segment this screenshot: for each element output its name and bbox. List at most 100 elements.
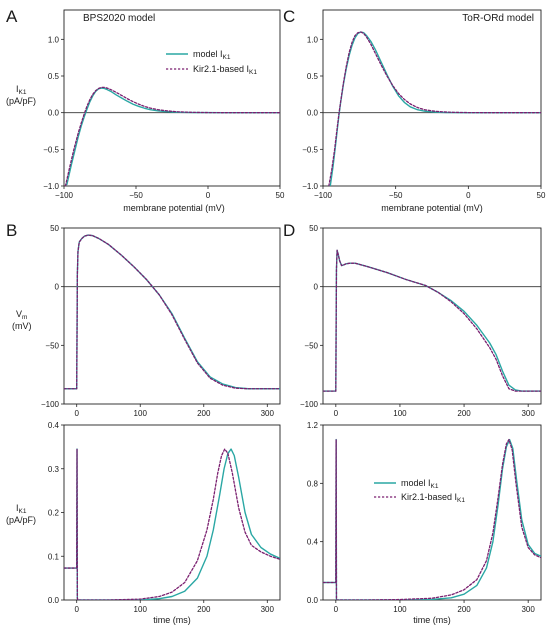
svg-text:IK1: IK1 bbox=[16, 503, 27, 515]
y-tick-label-d-0: −100 bbox=[300, 400, 319, 409]
ylabel-vm: Vm (mV) bbox=[12, 309, 32, 331]
ylabel-ik1-bottom: IK1 (pA/pF) bbox=[6, 503, 36, 525]
kir-series-line-a bbox=[64, 86, 280, 186]
legend-a-model-label: model IK1 bbox=[193, 49, 231, 61]
y-tick-label-b-1: −50 bbox=[45, 341, 59, 350]
svg-text:Vm: Vm bbox=[16, 309, 27, 321]
legend-panel-d2: model IK1 Kir2.1-based IK1 bbox=[374, 478, 465, 504]
x-tick-label-d-0: 0 bbox=[334, 409, 339, 418]
chart-panel-c: −100 −50 0 50 −1.0 −0.5 0.0 0.5 1.0 bbox=[302, 9, 546, 200]
model-series-line-b bbox=[64, 234, 280, 390]
y-tick-label-a-0: −1.0 bbox=[43, 182, 59, 191]
ylabel-ik1b-subscript: K1 bbox=[19, 508, 27, 515]
x-tick-label-d2-3: 300 bbox=[521, 605, 535, 614]
y-tick-label-d-2: 0 bbox=[314, 283, 319, 292]
y-tick-label-d-1: −50 bbox=[304, 341, 318, 350]
x-tick-label-a-3: 50 bbox=[276, 191, 285, 200]
ylabel-ik1-top: IK1 (pA/pF) bbox=[6, 84, 36, 106]
legend-a-kir-label: Kir2.1-based IK1 bbox=[193, 64, 257, 76]
x-tick-label-b2-3: 300 bbox=[261, 605, 275, 614]
y-tick-label-b-3: 50 bbox=[50, 224, 59, 233]
y-tick-label-b2-4: 0.4 bbox=[48, 421, 60, 430]
axes-frame-b2 bbox=[63, 424, 281, 601]
y-tick-label-c-3: 0.5 bbox=[307, 72, 319, 81]
legend-d2-model-label: model IK1 bbox=[401, 478, 439, 490]
x-tick-label-a-2: 0 bbox=[206, 191, 211, 200]
chart-panel-d-ik1: 0 100 200 300 0.0 0.4 0.8 1.2 bbox=[307, 421, 542, 614]
chart-panel-a: −100 −50 0 50 −1.0 −0.5 0.0 0.5 1.0 bbox=[43, 9, 285, 200]
ylabel-vm-unit: (mV) bbox=[12, 321, 32, 331]
axes-frame-d2 bbox=[322, 424, 542, 601]
series-group-d2 bbox=[323, 438, 541, 600]
x-tick-label-d2-2: 200 bbox=[457, 605, 471, 614]
axes-frame-a bbox=[63, 9, 281, 187]
panel-a-title: BPS2020 model bbox=[83, 13, 155, 24]
x-tick-label-d2-1: 100 bbox=[393, 605, 407, 614]
x-tick-label-b-1: 100 bbox=[134, 409, 148, 418]
model-series-line-b2 bbox=[64, 448, 280, 600]
y-tick-label-d2-1: 0.4 bbox=[307, 538, 319, 547]
y-tick-label-b2-1: 0.1 bbox=[48, 552, 60, 561]
x-tick-label-d-3: 300 bbox=[521, 409, 535, 418]
y-tick-label-b2-3: 0.3 bbox=[48, 465, 60, 474]
ylabel-vm-subscript: m bbox=[22, 314, 27, 321]
ylabel-ik1-symbol: I bbox=[16, 84, 19, 94]
x-tick-label-a-0: −100 bbox=[55, 191, 74, 200]
y-tick-label-c-0: −1.0 bbox=[302, 182, 318, 191]
panel-c-title: ToR-ORd model bbox=[462, 13, 534, 24]
xlabel-panel-a: membrane potential (mV) bbox=[123, 203, 225, 213]
panel-letter-a: A bbox=[6, 7, 18, 26]
y-tick-label-a-1: −0.5 bbox=[43, 145, 59, 154]
model-series-line-d bbox=[323, 249, 541, 392]
y-tick-label-b2-0: 0.0 bbox=[48, 596, 60, 605]
x-tick-label-b2-1: 100 bbox=[134, 605, 148, 614]
kir-series-line-b2 bbox=[64, 448, 280, 600]
x-tick-label-a-1: −50 bbox=[129, 191, 143, 200]
axes-frame-d bbox=[322, 227, 542, 405]
panel-letter-c: C bbox=[283, 7, 295, 26]
ylabel-ik1b-symbol: I bbox=[16, 503, 19, 513]
kir-series-line-b bbox=[64, 234, 280, 390]
y-tick-label-d2-3: 1.2 bbox=[307, 421, 319, 430]
x-tick-label-b-0: 0 bbox=[74, 409, 79, 418]
x-tick-label-c-1: −50 bbox=[389, 191, 403, 200]
kir-series-line-c bbox=[328, 31, 541, 186]
legend-d2-kir-label: Kir2.1-based IK1 bbox=[401, 492, 465, 504]
xlabel-panel-b2: time (ms) bbox=[153, 615, 191, 625]
y-tick-label-c-1: −0.5 bbox=[302, 145, 318, 154]
model-series-line-a bbox=[66, 87, 280, 186]
x-tick-label-d-2: 200 bbox=[457, 409, 471, 418]
legend-panel-a: model IK1 Kir2.1-based IK1 bbox=[166, 49, 257, 76]
panel-letter-b: B bbox=[6, 221, 17, 240]
x-tick-label-b2-0: 0 bbox=[74, 605, 79, 614]
kir-series-line-d2 bbox=[323, 438, 541, 600]
chart-panel-d: 0 100 200 300 −100 −50 0 50 bbox=[300, 224, 542, 418]
chart-panel-b: 0 100 200 300 −100 −50 0 50 bbox=[41, 224, 281, 418]
x-tick-label-c-0: −100 bbox=[314, 191, 333, 200]
x-tick-label-b2-2: 200 bbox=[197, 605, 211, 614]
ylabel-ik1b-unit: (pA/pF) bbox=[6, 515, 36, 525]
series-group-a bbox=[64, 86, 280, 186]
ylabel-ik1-subscript: K1 bbox=[19, 89, 27, 96]
y-tick-label-d2-2: 0.8 bbox=[307, 479, 319, 488]
model-series-line-c bbox=[329, 31, 541, 186]
y-tick-label-b2-2: 0.2 bbox=[48, 509, 60, 518]
x-tick-label-b-3: 300 bbox=[261, 409, 275, 418]
xlabel-panel-d2: time (ms) bbox=[413, 615, 451, 625]
x-tick-label-c-2: 0 bbox=[466, 191, 471, 200]
ylabel-ik1-unit: (pA/pF) bbox=[6, 96, 36, 106]
series-group-b bbox=[64, 234, 280, 390]
y-tick-label-c-2: 0.0 bbox=[307, 109, 319, 118]
ylabel-vm-symbol: V bbox=[16, 309, 22, 319]
axes-frame-c bbox=[322, 9, 542, 187]
model-series-line-d2 bbox=[323, 438, 541, 600]
series-group-c bbox=[328, 31, 541, 186]
x-tick-label-b-2: 200 bbox=[197, 409, 211, 418]
axes-frame-b bbox=[63, 227, 281, 405]
y-tick-label-d2-0: 0.0 bbox=[307, 596, 319, 605]
xlabel-panel-c: membrane potential (mV) bbox=[381, 203, 483, 213]
y-tick-label-a-2: 0.0 bbox=[48, 109, 60, 118]
y-tick-label-b-0: −100 bbox=[41, 400, 60, 409]
x-tick-label-c-3: 50 bbox=[537, 191, 546, 200]
